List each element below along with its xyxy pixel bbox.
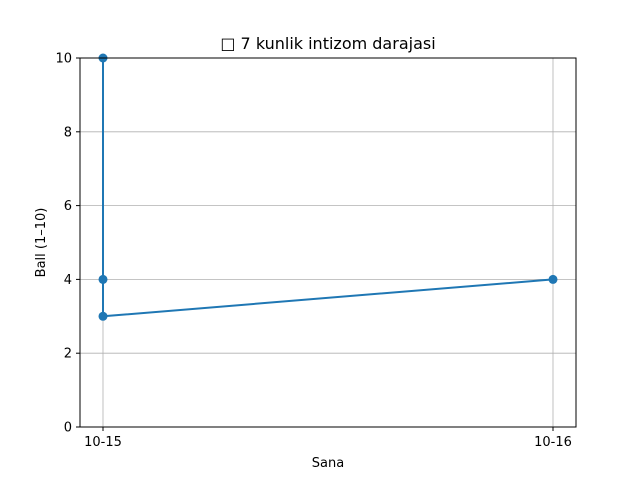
y-tick-label: 6 (64, 199, 72, 214)
series-line-group (98, 53, 558, 321)
y-tick-label: 2 (64, 347, 72, 362)
grid (80, 57, 576, 428)
axis-ticks: 0 2 4 6 8 10 10-15 10-16 (55, 52, 571, 451)
y-tick-label: 10 (55, 52, 72, 67)
x-tick-label: 10-16 (534, 435, 572, 450)
data-point (98, 274, 108, 284)
y-tick-label: 8 (64, 125, 72, 140)
chart-title: □ 7 kunlik intizom darajasi (220, 34, 435, 53)
y-tick-label: 0 (64, 421, 72, 436)
y-tick-label: 4 (64, 273, 72, 288)
data-point (98, 311, 108, 321)
data-point (548, 274, 558, 284)
plot-area-frame (79, 57, 577, 428)
x-tick-label: 10-15 (84, 435, 122, 450)
x-axis-label: Sana (312, 456, 344, 471)
y-axis-label: Ball (1–10) (34, 208, 49, 278)
series-line (102, 58, 554, 318)
